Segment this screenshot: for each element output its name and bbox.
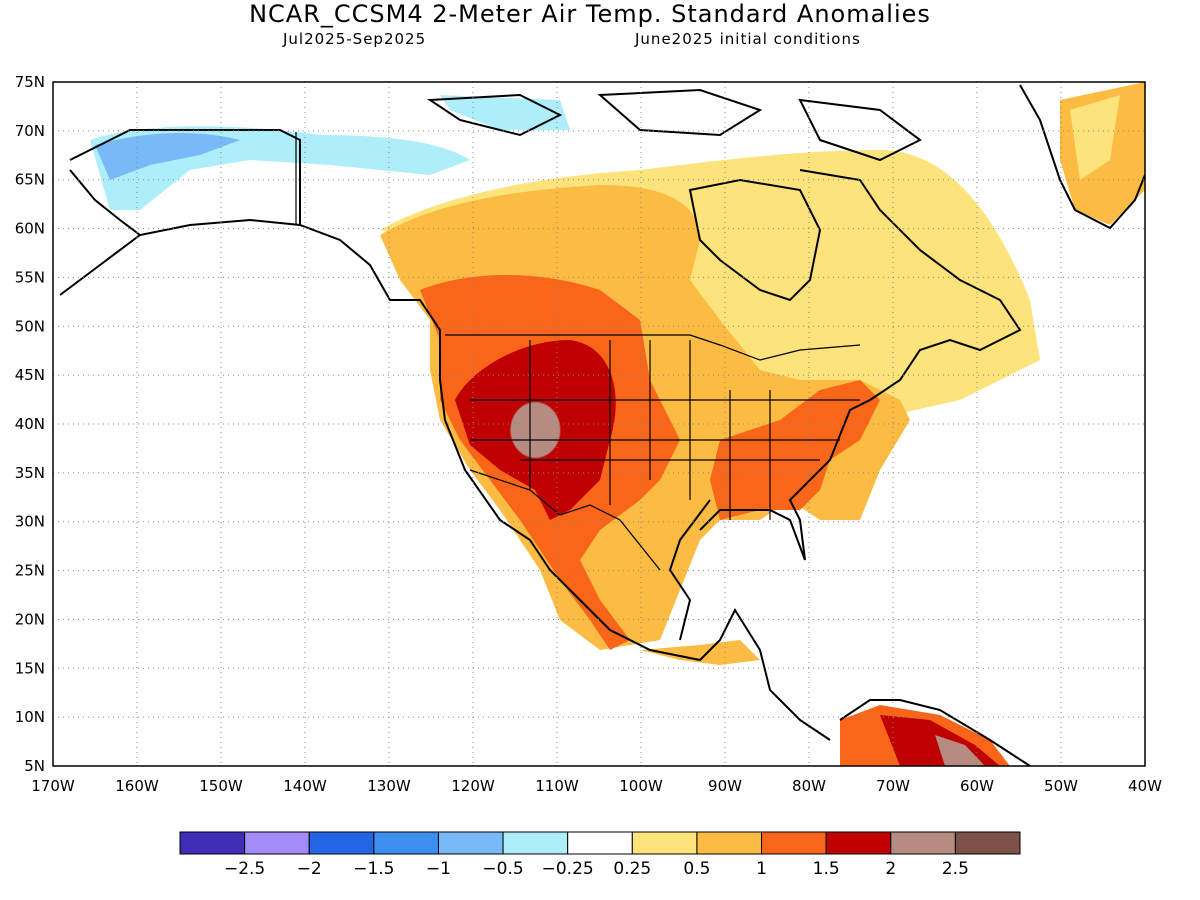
colorbar-label: −2.5 xyxy=(224,859,265,879)
coastline-greenland xyxy=(1019,84,1145,230)
colorbar-swatch xyxy=(437,831,504,855)
lat-tick-label: 35N xyxy=(15,464,45,482)
colorbar-swatch xyxy=(954,831,1021,855)
anomaly-area-greenland-inner xyxy=(1070,95,1120,180)
anomaly-area-blue xyxy=(95,133,240,180)
lat-tick-label: 50N xyxy=(15,317,45,335)
lon-tick-label: 150W xyxy=(199,777,243,795)
coastline-north-america xyxy=(59,169,1022,741)
lat-tick-label: 40N xyxy=(15,415,45,433)
colorbar-label: 2.5 xyxy=(942,859,969,879)
lon-tick-label: 110W xyxy=(535,777,579,795)
lon-tick-label: 60W xyxy=(960,777,994,795)
anomaly-area-south-america-core xyxy=(935,735,985,766)
us-canada-border xyxy=(445,334,861,361)
us-mexico-border xyxy=(469,469,661,571)
political-boundaries xyxy=(295,132,861,571)
initial-conditions: June2025 initial conditions xyxy=(635,30,861,48)
lon-tick-label: 100W xyxy=(619,777,663,795)
lat-tick-label: 45N xyxy=(15,366,45,384)
colorbar-swatch xyxy=(761,831,827,855)
coastline-hudson-bay xyxy=(688,178,822,302)
colorbar-label: −1.5 xyxy=(353,859,394,879)
colorbar-swatch xyxy=(825,831,892,855)
coastline-south-america xyxy=(839,699,1031,766)
lat-tick-label: 20N xyxy=(15,610,45,628)
colorbar-swatch xyxy=(373,831,439,855)
colorbar-swatch xyxy=(179,831,246,855)
colorbar-label: −0.5 xyxy=(482,859,523,879)
lat-tick-label: 60N xyxy=(15,220,45,238)
anomaly-area-central-america xyxy=(640,640,760,665)
lat-tick-label: 15N xyxy=(15,659,45,677)
coastline-alaska xyxy=(69,129,301,236)
lon-tick-label: 50W xyxy=(1044,777,1078,795)
colorbar xyxy=(179,831,1021,855)
lon-tick-label: 140W xyxy=(283,777,327,795)
colorbar-labels: −2.5 −2 −1.5 −1 −0.5 −0.25 0.25 0.5 1 1.5 2 2.5 xyxy=(224,859,969,879)
lat-tick-label: 75N xyxy=(15,73,45,91)
plot-frame xyxy=(52,81,1146,767)
colorbar-label: −0.25 xyxy=(542,859,594,879)
colorbar-swatch xyxy=(631,831,698,855)
anomaly-fields xyxy=(90,82,1145,766)
colorbar-swatch xyxy=(308,831,375,855)
lat-tick-label: 55N xyxy=(15,268,45,286)
latitude-axis: 75N 70N 65N 60N 55N 50N 45N 40N 35N 30N 25N 20N 15N 1… xyxy=(15,73,45,775)
graticule xyxy=(53,82,1145,766)
coastline-arctic-islands xyxy=(426,88,922,162)
colorbar-label: 0.25 xyxy=(613,859,651,879)
colorbar-label: 1.5 xyxy=(813,859,840,879)
colorbar-swatch xyxy=(244,831,310,855)
lon-tick-label: 40W xyxy=(1128,777,1162,795)
anomaly-area-orange-east xyxy=(710,380,880,520)
lon-tick-label: 170W xyxy=(31,777,75,795)
colorbar-label: 0.5 xyxy=(683,859,710,879)
lon-tick-label: 90W xyxy=(708,777,742,795)
us-state-lines xyxy=(470,340,860,520)
colorbar-swatch xyxy=(567,831,633,855)
longitude-axis: 170W 160W 150W 140W 130W 120W 110W 100W 90W 80W 70… xyxy=(31,777,1162,795)
lat-tick-label: 25N xyxy=(15,562,45,580)
lon-tick-label: 120W xyxy=(451,777,495,795)
lon-tick-label: 80W xyxy=(792,777,826,795)
lat-tick-label: 65N xyxy=(15,171,45,189)
lat-tick-label: 30N xyxy=(15,513,45,531)
colorbar-swatch xyxy=(696,831,763,855)
colorbar-label: 1 xyxy=(756,859,767,879)
lon-tick-label: 70W xyxy=(876,777,910,795)
anomaly-area-red xyxy=(455,340,616,520)
lon-tick-label: 130W xyxy=(367,777,411,795)
colorbar-swatch xyxy=(890,831,956,855)
lon-tick-label: 160W xyxy=(115,777,159,795)
colorbar-label: 2 xyxy=(885,859,896,879)
map-title: NCAR_CCSM4 2-Meter Air Temp. Standard An… xyxy=(249,0,931,28)
colorbar-swatch xyxy=(502,831,569,855)
forecast-period: Jul2025-Sep2025 xyxy=(283,30,427,48)
colorbar-label: −2 xyxy=(297,859,322,879)
coastlines xyxy=(59,84,1145,766)
lat-tick-label: 5N xyxy=(24,757,45,775)
lat-tick-label: 70N xyxy=(15,122,45,140)
lat-tick-label: 10N xyxy=(15,708,45,726)
colorbar-label: −1 xyxy=(426,859,451,879)
